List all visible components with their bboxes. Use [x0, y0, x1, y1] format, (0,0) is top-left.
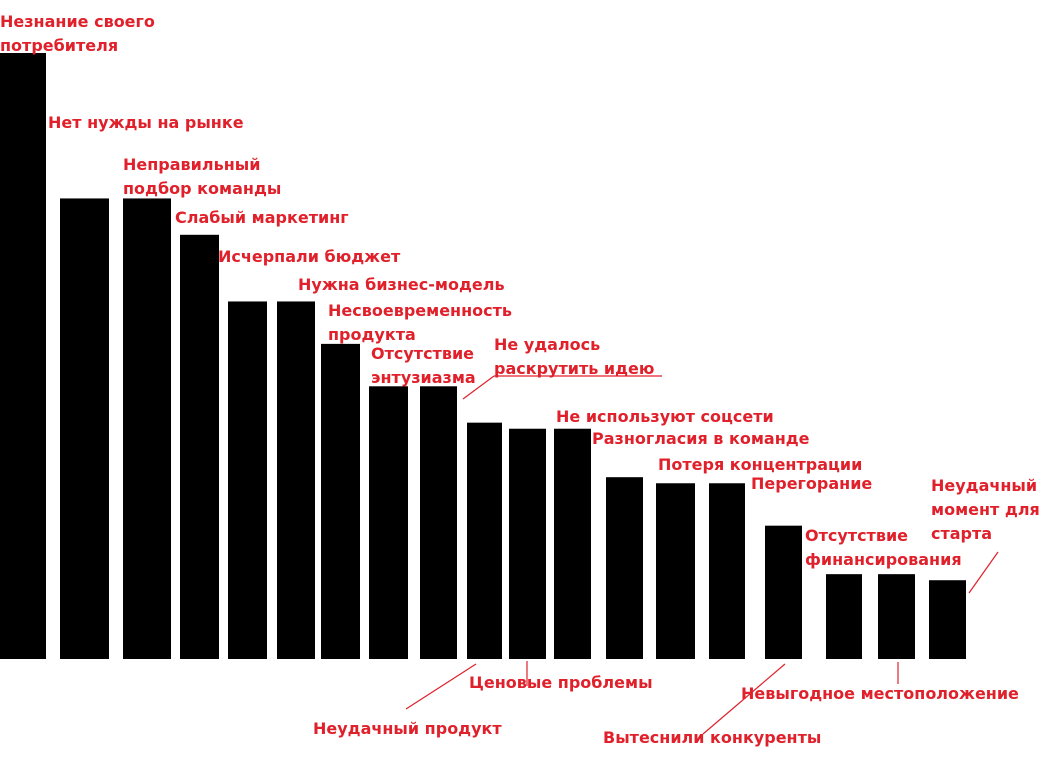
- bar-label-1-line-1: Незнание своего: [0, 12, 155, 31]
- bar-6: [277, 301, 315, 659]
- bar-1: [0, 53, 46, 659]
- bar-11: [509, 428, 546, 659]
- leader-line-19-1: [968, 551, 999, 594]
- bar-label-7-line-1: Несвоевременность: [328, 301, 512, 320]
- bar-5: [228, 301, 267, 659]
- bar-label-14-line-1: Потеря концентрации: [658, 455, 862, 474]
- bar-label-8-line-2: энтузиазма: [371, 368, 476, 387]
- bar-label-19-line-3: старта: [931, 524, 992, 543]
- bar-label-7-line-2: продукта: [328, 325, 416, 344]
- bar-12: [554, 428, 591, 659]
- leader-line-9-1: [462, 375, 495, 400]
- bar-label-10-line-1: Неудачный продукт: [313, 719, 502, 738]
- bar-label-4-line-1: Слабый маркетинг: [175, 208, 349, 227]
- bar-7: [321, 343, 360, 659]
- bar-label-12-line-1: Не используют соцсети: [556, 407, 774, 426]
- bar-label-1-line-2: потребителя: [0, 36, 118, 55]
- bar-label-15-line-1: Перегорание: [751, 474, 872, 493]
- leader-line-16-1: [702, 663, 786, 735]
- bar-16: [765, 525, 802, 659]
- bar-label-8-line-1: Отсутствие: [371, 344, 474, 363]
- leader-lines-group: [405, 375, 999, 735]
- bar-label-13-line-1: Разногласия в команде: [592, 429, 810, 448]
- bar-label-18-line-1: Невыгодное местоположение: [741, 684, 1019, 703]
- bar-label-16-line-1: Вытеснили конкуренты: [603, 728, 821, 747]
- bar-2: [60, 198, 109, 659]
- bar-label-11-line-1: Ценовые проблемы: [469, 673, 653, 692]
- bar-19: [929, 580, 966, 659]
- bar-label-3-line-1: Неправильный: [123, 155, 260, 174]
- bar-15: [709, 483, 745, 659]
- bar-3: [123, 198, 171, 659]
- bar-label-3-line-2: подбор команды: [123, 179, 281, 198]
- bar-9: [420, 386, 457, 659]
- bar-label-17-line-2: финансирования: [805, 550, 962, 569]
- bar-label-2-line-1: Нет нужды на рынке: [48, 113, 244, 132]
- bar-label-6-line-1: Нужна бизнес-модель: [298, 275, 505, 294]
- bar-13: [606, 477, 643, 659]
- bar-8: [369, 386, 408, 659]
- bars-group: [0, 53, 966, 660]
- bar-label-19-line-2: момент для: [931, 500, 1040, 519]
- bar-17: [826, 574, 862, 659]
- bar-18: [878, 574, 915, 659]
- bar-label-9-line-2: раскрутить идею: [494, 359, 654, 378]
- labels-group: Незнание своего потребителя Нет нужды на р…: [0, 12, 1040, 747]
- leader-line-10-1: [405, 663, 477, 710]
- bar-4: [180, 234, 219, 660]
- bar-label-17-line-1: Отсутствие: [805, 526, 908, 545]
- bar-label-5-line-1: Исчерпали бюджет: [218, 247, 401, 266]
- bar-10: [467, 422, 502, 659]
- bar-14: [656, 483, 695, 659]
- bar-label-9-line-1: Не удалось: [494, 335, 600, 354]
- bar-label-19-line-1: Неудачный: [931, 476, 1037, 495]
